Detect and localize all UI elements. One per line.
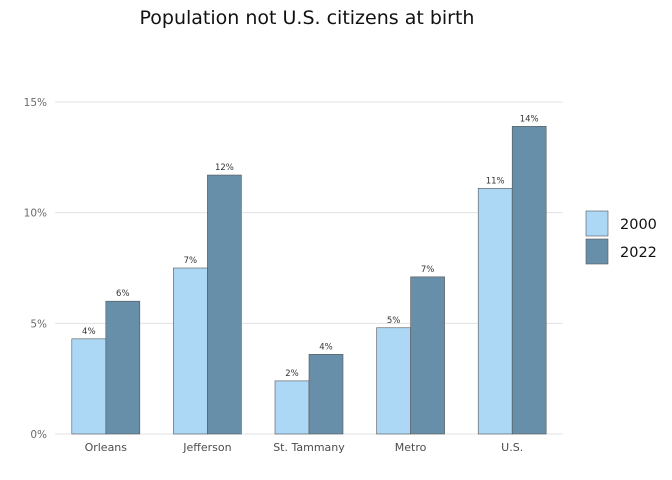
y-tick-label: 15%	[24, 97, 47, 109]
data-label: 5%	[387, 316, 401, 326]
bar-2022-5	[511, 126, 547, 435]
data-label: 11%	[486, 176, 505, 186]
bar-2000-4	[376, 327, 411, 435]
data-label: 4%	[319, 342, 333, 352]
x-tick-label: St. Tammany	[273, 441, 345, 454]
legend: 2000 2022	[585, 210, 657, 265]
bar-2022-3	[308, 354, 344, 435]
legend-swatch-2022	[585, 238, 609, 265]
y-tick-label: 5%	[30, 318, 47, 330]
bars	[71, 126, 547, 435]
data-label: 6%	[116, 289, 130, 299]
bar-2000-3	[274, 380, 310, 435]
bar-2022-2	[207, 174, 242, 435]
bar-2000-1	[71, 338, 107, 435]
y-axis-ticks: 0% 5% 10% 15%	[24, 97, 47, 441]
x-tick-label: Jefferson	[182, 441, 231, 454]
bar-2022-4	[410, 276, 445, 435]
legend-label-2000: 2000	[620, 217, 657, 233]
y-tick-label: 10%	[24, 208, 47, 220]
y-tick-label: 0%	[30, 429, 47, 441]
legend-swatch-2000	[585, 210, 609, 237]
bar-2000-5	[477, 188, 513, 435]
data-label: 2%	[285, 369, 299, 379]
data-label: 12%	[215, 163, 234, 173]
data-label: 4%	[82, 327, 96, 337]
x-tick-label: U.S.	[501, 441, 523, 454]
data-label: 7%	[421, 265, 435, 275]
legend-label-2022: 2022	[620, 245, 657, 261]
x-axis-categories: Orleans Jefferson St. Tammany Metro U.S.	[85, 441, 524, 454]
chart-title: Population not U.S. citizens at birth	[140, 7, 475, 29]
data-label: 7%	[184, 256, 198, 266]
bar-2000-2	[173, 267, 208, 435]
data-labels: 4% 6% 7% 12% 2% 4% 5% 7% 11% 14%	[82, 114, 539, 379]
data-label: 14%	[520, 114, 539, 124]
x-tick-label: Orleans	[85, 441, 128, 454]
bar-2022-1	[105, 300, 141, 435]
x-tick-label: Metro	[395, 441, 427, 454]
